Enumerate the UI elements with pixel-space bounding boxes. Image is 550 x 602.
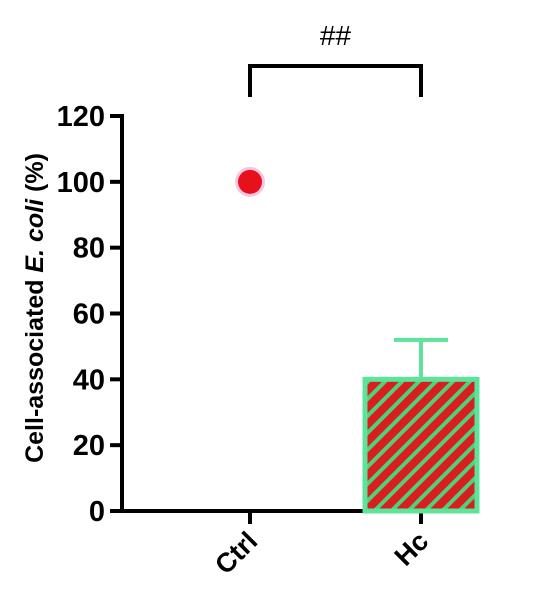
y-axis-label: Cell-associated E. coli (%) xyxy=(21,153,49,463)
x-tick-label-ctrl: Ctrl xyxy=(209,526,263,580)
y-axis-label-part-1: Cell-associated xyxy=(21,273,49,463)
y-tick-label-120: 120 xyxy=(57,101,105,133)
chart-marks xyxy=(235,166,480,514)
y-tick-label-60: 60 xyxy=(73,299,105,331)
y-tick-label-100: 100 xyxy=(57,167,105,199)
y-tick-label-80: 80 xyxy=(73,233,105,265)
bar-hc xyxy=(362,376,480,514)
y-tick-label-20: 20 xyxy=(73,430,105,462)
y-axis-label-part-3: (%) xyxy=(21,153,49,199)
y-axis-label-part-2: E. coli xyxy=(21,198,49,273)
significance-annotation: ## xyxy=(248,20,423,97)
data-point-ctrl xyxy=(238,169,262,194)
y-tick-label-0: 0 xyxy=(89,496,105,528)
significance-bracket xyxy=(248,64,423,97)
y-tick-label-40: 40 xyxy=(73,364,105,396)
significance-label: ## xyxy=(320,20,352,51)
x-tick-label-hc: Hc xyxy=(389,526,435,572)
